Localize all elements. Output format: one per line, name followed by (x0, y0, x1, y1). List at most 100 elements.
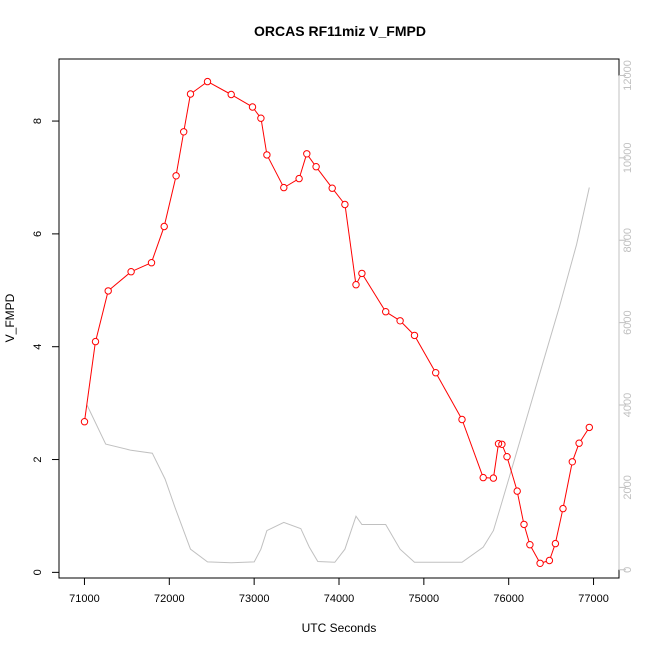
series-segment (415, 337, 435, 371)
x-tick-label: 73000 (239, 593, 270, 605)
data-point (520, 520, 528, 529)
series-segment (164, 178, 176, 224)
data-point (396, 317, 404, 325)
y-tick-label: 4 (32, 344, 44, 350)
data-point (186, 90, 195, 98)
data-point (352, 281, 360, 289)
y2-tick-label: 8000 (622, 228, 634, 252)
secondary-series-line (86, 187, 590, 564)
data-point (127, 268, 135, 276)
series-segment (524, 527, 530, 542)
y-axis-right: 0 2000 4000 6000 8000 10000 12000 (618, 60, 634, 573)
series-segment (317, 168, 331, 186)
data-point (585, 423, 593, 432)
data-point (328, 184, 336, 192)
primary-series (80, 77, 593, 567)
plot-frame (58, 58, 620, 579)
data-point (458, 415, 466, 424)
series-segment (192, 83, 206, 93)
data-point (489, 474, 498, 482)
data-point (280, 183, 288, 192)
data-point (248, 103, 257, 111)
series-segment (253, 109, 260, 116)
x-tick-label: 77000 (578, 593, 609, 605)
data-point (382, 308, 390, 316)
y-axis-title: V_FMPD (3, 293, 17, 342)
series-segment (308, 156, 315, 165)
x-axis-title: UTC Seconds (302, 621, 377, 635)
series-segment (502, 447, 507, 454)
x-axis: 71000 72000 73000 74000 75000 76000 77000 (69, 577, 609, 605)
series-segment (233, 95, 250, 106)
series-segment (507, 459, 517, 489)
series-segment (267, 157, 283, 186)
data-point (263, 151, 271, 159)
series-segment (152, 229, 164, 260)
series-segment (401, 322, 413, 334)
data-point (551, 539, 560, 548)
data-point (568, 458, 576, 466)
data-point (513, 487, 521, 495)
x-tick-label: 76000 (493, 593, 524, 605)
series-segment (388, 312, 398, 320)
x-tick-label: 72000 (154, 593, 185, 605)
x-tick-label: 75000 (409, 593, 440, 605)
data-point (147, 259, 156, 267)
x-tick-label: 71000 (69, 593, 100, 605)
data-point (575, 439, 583, 447)
data-point (559, 504, 567, 513)
data-point (341, 200, 349, 209)
y-tick-label: 8 (32, 118, 44, 124)
data-point (358, 269, 366, 278)
chart-title: ORCAS RF11miz V_FMPD (254, 23, 426, 39)
secondary-series (86, 187, 590, 564)
series-segment (357, 275, 361, 283)
y-axis-left: 0 2 4 6 8 (32, 118, 60, 575)
series-segment (110, 273, 130, 290)
series-segment (517, 494, 524, 522)
data-point (545, 556, 554, 565)
data-point (494, 440, 503, 448)
data-point (295, 174, 303, 183)
series-segment (436, 375, 461, 417)
data-point (80, 418, 89, 426)
x-tick-label: 74000 (324, 593, 355, 605)
y-tick-label: 2 (32, 456, 44, 462)
series-segment (344, 207, 356, 282)
data-point (410, 331, 419, 340)
data-point (172, 172, 180, 180)
series-segment (176, 134, 184, 173)
y2-tick-label: 10000 (622, 143, 634, 174)
series-segment (530, 547, 540, 561)
data-point (91, 337, 100, 346)
y2-tick-label: 0 (622, 567, 634, 573)
data-point (104, 287, 112, 295)
data-point (526, 541, 534, 549)
y2-tick-label: 4000 (622, 393, 634, 417)
y2-tick-label: 12000 (622, 60, 634, 91)
series-segment (183, 97, 191, 129)
y2-tick-label: 2000 (622, 475, 634, 499)
data-point (203, 77, 212, 86)
data-point (312, 163, 320, 171)
data-point (160, 222, 168, 231)
y-tick-label: 6 (32, 231, 44, 237)
series-segment (95, 293, 108, 339)
series-segment (555, 511, 563, 541)
series-segment (580, 429, 589, 441)
data-point (257, 114, 265, 122)
series-segment (563, 464, 573, 506)
series-segment (133, 263, 149, 271)
series-segment (286, 179, 297, 187)
data-point (479, 473, 487, 482)
data-point (303, 150, 311, 158)
y2-tick-label: 6000 (622, 310, 634, 334)
data-point (498, 440, 506, 448)
series-segment (550, 546, 555, 558)
series-segment (261, 121, 267, 152)
data-point (536, 559, 544, 567)
data-point (180, 128, 188, 136)
series-segment (572, 446, 579, 459)
series-segment (363, 275, 385, 310)
data-point (227, 90, 235, 99)
